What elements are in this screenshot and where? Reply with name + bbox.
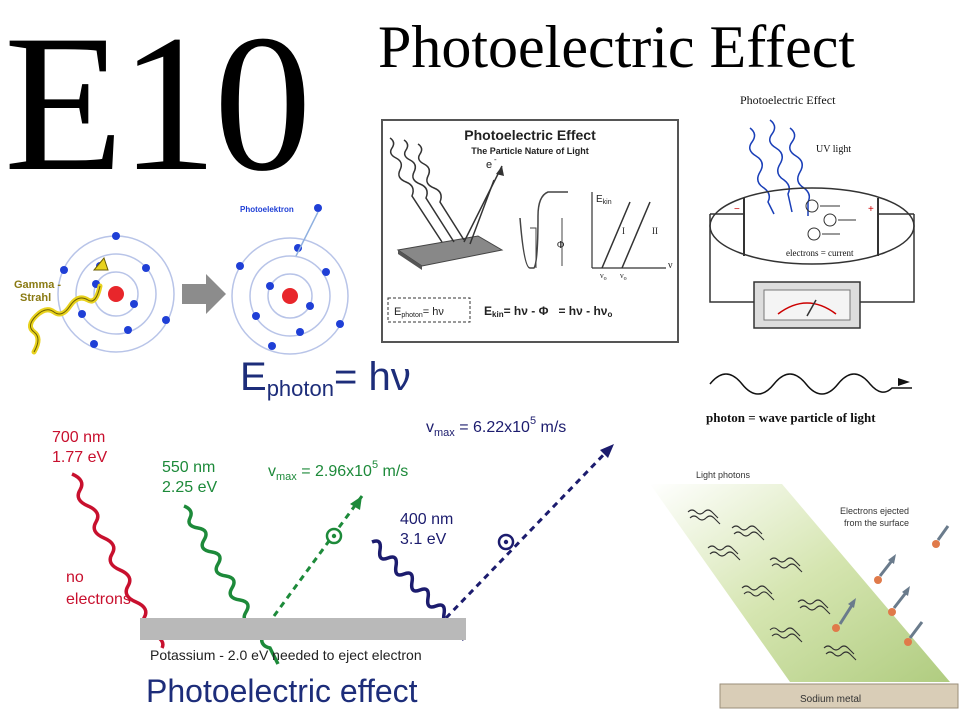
electron-symbol: e <box>486 159 492 171</box>
ray-label-2: Strahl <box>20 292 51 304</box>
green-energy: 2.25 eV <box>162 479 217 496</box>
electron-dot <box>294 244 302 252</box>
phi-label: Φ <box>557 240 564 251</box>
potassium-label: Potassium - 2.0 eV needed to eject elect… <box>150 647 422 663</box>
electron-dot <box>306 302 314 310</box>
potassium-plate <box>140 618 466 640</box>
svg-text:-: - <box>494 155 497 164</box>
electron-dot <box>78 310 86 318</box>
svg-text:ν: ν <box>668 260 673 271</box>
electron-dot <box>336 320 344 328</box>
svg-text:−: − <box>734 204 740 215</box>
particle-nature-diagram: Photoelectric Effect The Particle Nature… <box>381 119 679 343</box>
photon-wave <box>709 373 912 395</box>
svg-text:νo: νo <box>620 271 627 282</box>
nucleus-right <box>282 288 298 304</box>
photon-energy-formula: Ephoton= hν <box>394 306 444 319</box>
electron-dot <box>236 262 244 270</box>
gamma-ray-arrowhead <box>92 256 109 271</box>
blue-light-wave <box>371 539 466 641</box>
right-atom <box>231 204 349 355</box>
electrons-current-label: electrons = current <box>786 248 854 258</box>
uv-light-label: UV light <box>816 144 851 155</box>
blue-electron-path <box>444 444 614 620</box>
ekin-axis: Ekin <box>596 194 612 206</box>
nucleus-left <box>108 286 124 302</box>
transition-arrow <box>182 274 226 314</box>
electron-dot <box>266 282 274 290</box>
circuit-title: Photoelectric Effect <box>740 93 836 107</box>
svg-text:+: + <box>868 204 874 215</box>
light-beam <box>650 484 950 682</box>
blue-wavelength: 400 nm <box>400 511 453 528</box>
sodium-metal-slab <box>719 683 959 709</box>
photoelectron-label: Photoelektron <box>240 205 294 214</box>
svg-text:II: II <box>652 226 658 236</box>
electron-dot <box>268 342 276 350</box>
green-velocity: vmax = 2.96x105 m/s <box>268 459 408 483</box>
panel-subtitle: The Particle Nature of Light <box>471 146 589 156</box>
page-title: Photoelectric Effect <box>378 14 856 80</box>
ejected-electrons <box>832 525 950 646</box>
electron-dot <box>296 328 304 336</box>
line-II <box>621 201 651 269</box>
photoelectric-caption: Photoelectric effect <box>146 673 418 709</box>
ray-label-1: Gamma - <box>14 279 61 291</box>
green-light-wave <box>183 504 280 665</box>
svg-text:I: I <box>622 226 625 236</box>
wave-caption: photon = wave particle of light <box>706 410 876 425</box>
electrons-ejected-label-2: from the surface <box>844 518 909 528</box>
red-wavelength: 700 nm <box>52 429 105 446</box>
photon-energy-equation: Ephoton= hν <box>240 355 411 401</box>
electron-dot <box>112 232 120 240</box>
ejected-electron <box>314 204 322 212</box>
electron-dot <box>252 312 260 320</box>
svg-text:Ephoton= hν: Ephoton= hν <box>240 355 411 401</box>
kinetic-energy-formula: Ekin= hν - Φ = hν - hνo <box>484 304 612 319</box>
no-electrons-1: no <box>66 569 84 586</box>
blue-velocity: vmax = 6.22x105 m/s <box>426 415 566 439</box>
left-atom <box>57 232 175 353</box>
light-photons-label: Light photons <box>696 470 751 480</box>
electron-dot <box>322 268 330 276</box>
svg-text:νo: νo <box>600 271 607 282</box>
electrons-ejected-label-1: Electrons ejected <box>840 506 909 516</box>
potassium-diagram: 700 nm 1.77 eV no electrons 550 nm 2.25 … <box>52 415 614 709</box>
sodium-metal-label: Sodium metal <box>800 694 861 705</box>
no-electrons-2: electrons <box>66 591 131 608</box>
electron-dot <box>142 264 150 272</box>
line-I <box>601 201 631 269</box>
panel-title: Photoelectric Effect <box>464 127 596 143</box>
electron-dot <box>130 300 138 308</box>
electron-dot <box>162 316 170 324</box>
red-energy: 1.77 eV <box>52 449 107 466</box>
atom-diagram: Gamma - Strahl Photoelektron <box>14 204 349 355</box>
electron-dot <box>60 266 68 274</box>
current-curve <box>519 191 568 269</box>
metal-surface <box>396 235 504 267</box>
green-wavelength: 550 nm <box>162 459 215 476</box>
sodium-diagram: Light photons Electrons ejected from the… <box>650 470 959 709</box>
green-electron-path <box>272 495 364 617</box>
wave-arrowhead <box>898 378 910 386</box>
section-code: E10 <box>4 0 312 212</box>
circuit-diagram: Photoelectric Effect UV light − + electr… <box>709 93 915 329</box>
electron-dot <box>90 340 98 348</box>
wave-diagram: photon = wave particle of light <box>706 373 912 425</box>
blue-energy: 3.1 eV <box>400 531 447 548</box>
electron-dot <box>124 326 132 334</box>
